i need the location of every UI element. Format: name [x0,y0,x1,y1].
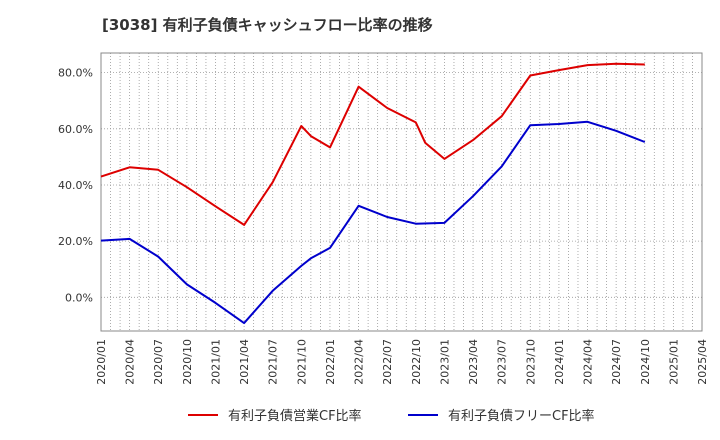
legend: 有利子負債営業CF比率 有利子負債フリーCF比率 [188,408,595,424]
y-tick-label: 0.0% [65,291,93,304]
x-tick-label: 2025/04 [696,339,709,385]
x-tick-label: 2022/04 [353,339,366,385]
x-tick-label: 2022/10 [410,339,423,385]
y-axis: 0.0% 20.0% 40.0% 60.0% 80.0% [58,67,93,305]
y-tick-label: 40.0% [58,179,93,192]
chart-title: [3038] 有利子負債キャッシュフロー比率の推移 [102,16,433,34]
series-layer [100,62,646,325]
y-tick-label: 60.0% [58,123,93,136]
x-tick-label: 2023/07 [496,339,509,385]
legend-label-2: 有利子負債フリーCF比率 [448,408,595,424]
y-tick-label: 20.0% [58,235,93,248]
x-tick-label: 2021/04 [238,339,251,385]
series-line-2 [100,120,646,325]
x-tick-label: 2023/01 [438,339,451,385]
x-axis: 2020/01 2020/04 2020/07 2020/10 2021/01 2021/… [95,339,709,385]
plot-area [100,52,703,332]
x-tick-label: 2020/04 [124,339,137,385]
y-tick-label: 80.0% [58,67,93,80]
grid-layer [100,53,703,331]
x-tick-label: 2022/07 [381,339,394,385]
x-tick-label: 2024/04 [582,339,595,385]
x-tick-label: 2021/10 [295,339,308,385]
legend-label-1: 有利子負債営業CF比率 [228,408,362,424]
x-tick-label: 2025/01 [667,339,680,385]
x-tick-label: 2021/07 [267,339,280,385]
x-tick-label: 2024/01 [553,339,566,385]
x-tick-label: 2020/01 [95,339,108,385]
x-tick-label: 2022/01 [324,339,337,385]
x-tick-label: 2024/10 [639,339,652,385]
x-tick-label: 2023/10 [524,339,537,385]
x-tick-label: 2021/01 [209,339,222,385]
x-tick-label: 2023/04 [467,339,480,385]
x-tick-label: 2020/07 [152,339,165,385]
series-line-1 [100,62,645,226]
x-tick-label: 2020/10 [181,339,194,385]
x-tick-label: 2024/07 [610,339,623,385]
